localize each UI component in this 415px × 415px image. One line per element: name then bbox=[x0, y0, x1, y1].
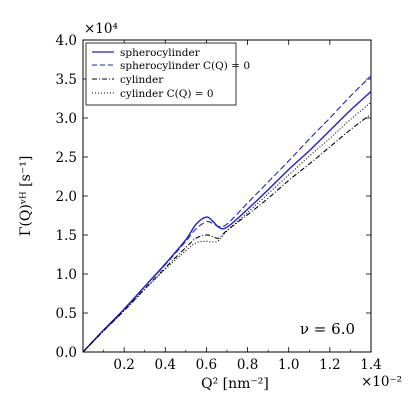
y-axis-multiplier: ×10⁴ bbox=[84, 21, 118, 37]
series-line-3 bbox=[82, 101, 372, 353]
legend-label-cylinder-cq0: cylinder C(Q) = 0 bbox=[120, 88, 214, 100]
y-tick-label: 3.0 bbox=[56, 111, 77, 127]
legend-label-cylinder: cylinder bbox=[120, 74, 164, 86]
x-tick-label: 0.4 bbox=[155, 357, 176, 373]
y-tick-label: 0.5 bbox=[56, 306, 77, 322]
nu-annotation: ν = 6.0 bbox=[300, 320, 355, 338]
y-tick-label: 2.0 bbox=[56, 189, 77, 205]
y-tick-label: 0.0 bbox=[56, 345, 77, 361]
y-axis-label: Γ(Q)ᵛᴴ [s⁻¹] bbox=[18, 156, 34, 237]
x-tick-label: 1.2 bbox=[319, 357, 340, 373]
legend-box bbox=[85, 42, 237, 106]
x-tick-label: 0.6 bbox=[196, 357, 217, 373]
y-tick-label: 3.5 bbox=[56, 72, 77, 88]
y-tick-label: 4.0 bbox=[56, 33, 77, 49]
x-tick-label: 1.0 bbox=[278, 357, 299, 373]
legend-label-spherocylinder-cq0: spherocylinder C(Q) = 0 bbox=[120, 60, 250, 72]
tick-labels: 0.2 0.4 0.6 0.8 1.0 1.2 1.4 0.0 0.5 1.0 1.5 2.0 2.5 3… bbox=[56, 33, 382, 373]
series-line-0 bbox=[82, 90, 372, 353]
y-tick-label: 1.5 bbox=[56, 228, 77, 244]
series-line-1 bbox=[82, 75, 372, 353]
x-tick-label: 1.4 bbox=[360, 357, 381, 373]
y-tick-label: 1.0 bbox=[56, 267, 77, 283]
x-axis-multiplier: ×10⁻² bbox=[361, 374, 402, 390]
legend: spherocylinder spherocylinder C(Q) = 0 c… bbox=[85, 42, 250, 106]
series-line-2 bbox=[82, 113, 372, 353]
y-tick-label: 2.5 bbox=[56, 150, 77, 166]
legend-label-spherocylinder: spherocylinder bbox=[120, 47, 201, 59]
x-tick-label: 0.8 bbox=[237, 357, 258, 373]
series-layer bbox=[82, 75, 372, 353]
x-axis-label: Q² [nm⁻²] bbox=[201, 376, 269, 392]
x-tick-label: 0.2 bbox=[113, 357, 134, 373]
